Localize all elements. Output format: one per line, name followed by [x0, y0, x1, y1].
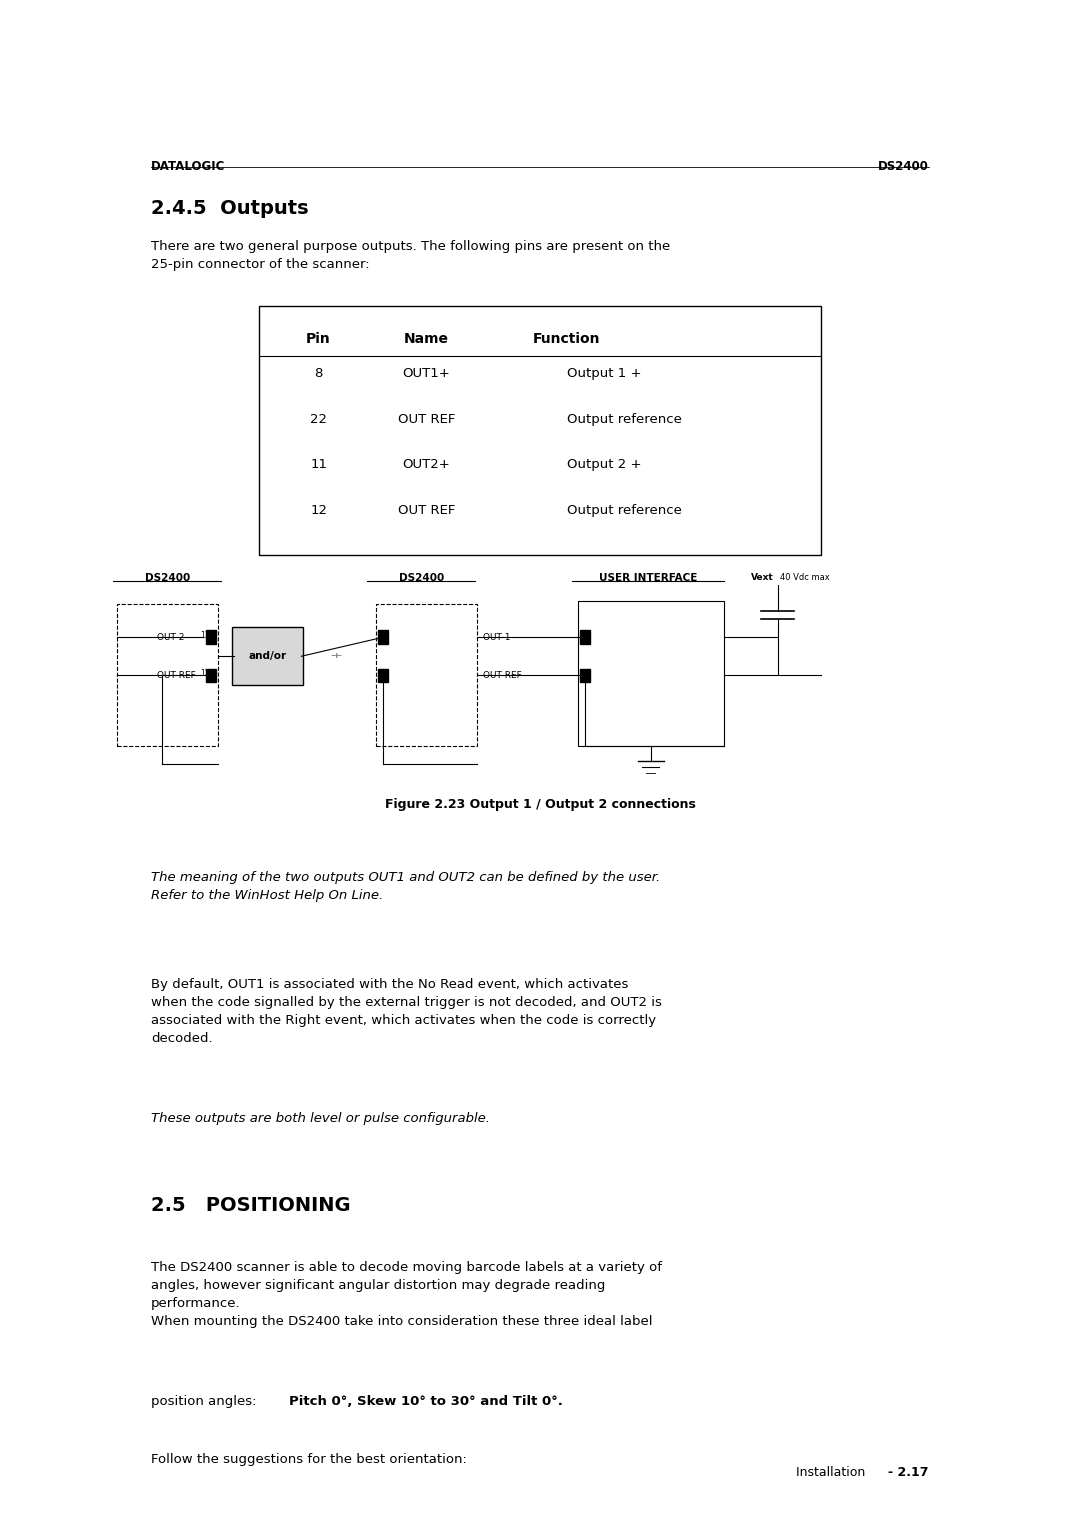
Bar	[206, 669, 216, 683]
Text: Output reference: Output reference	[567, 504, 681, 518]
Text: Output 1 +: Output 1 +	[567, 367, 642, 380]
Text: These outputs are both level or pulse configurable.: These outputs are both level or pulse co…	[151, 1112, 490, 1126]
Text: 12: 12	[310, 504, 327, 518]
Text: DS2400: DS2400	[878, 160, 929, 174]
Text: 2.4.5  Outputs: 2.4.5 Outputs	[151, 199, 309, 217]
Text: OUT REF: OUT REF	[397, 413, 456, 426]
Bar	[578, 601, 724, 746]
Bar	[117, 604, 218, 746]
Text: There are two general purpose outputs. The following pins are present on the
25-: There are two general purpose outputs. T…	[151, 240, 671, 270]
Bar	[378, 631, 388, 645]
Text: OUT REF: OUT REF	[483, 671, 522, 680]
Bar	[206, 631, 216, 645]
Text: 40 Vdc max: 40 Vdc max	[780, 573, 829, 582]
Text: 11: 11	[310, 458, 327, 472]
Text: 22: 22	[378, 669, 387, 678]
Text: OUT 2: OUT 2	[157, 633, 184, 642]
Bar	[376, 604, 477, 746]
Text: DATALOGIC: DATALOGIC	[151, 160, 226, 174]
Text: 8: 8	[380, 631, 384, 640]
Text: OUT1+: OUT1+	[403, 367, 450, 380]
Text: By default, OUT1 is associated with the No Read event, which activates
when the : By default, OUT1 is associated with the …	[151, 978, 662, 1045]
Text: Name: Name	[404, 332, 449, 345]
Text: Vext: Vext	[751, 573, 773, 582]
Text: DS2400: DS2400	[399, 573, 444, 584]
Text: Output 2 +: Output 2 +	[567, 458, 642, 472]
Bar	[580, 669, 590, 683]
Text: OUT2+: OUT2+	[403, 458, 450, 472]
Bar	[580, 631, 590, 645]
Text: 8: 8	[314, 367, 323, 380]
Text: Figure 2.23 Output 1 / Output 2 connections: Figure 2.23 Output 1 / Output 2 connecti…	[384, 798, 696, 811]
Text: Output reference: Output reference	[567, 413, 681, 426]
Text: OUT 1: OUT 1	[483, 633, 510, 642]
Text: OUT REF: OUT REF	[397, 504, 456, 518]
Text: Pin: Pin	[307, 332, 330, 345]
Text: Installation: Installation	[796, 1465, 869, 1479]
Text: 22: 22	[310, 413, 327, 426]
Bar	[259, 306, 821, 555]
Text: 12: 12	[201, 669, 210, 678]
Text: The DS2400 scanner is able to decode moving barcode labels at a variety of
angle: The DS2400 scanner is able to decode mov…	[151, 1261, 662, 1328]
Text: ⊣⊢: ⊣⊢	[330, 654, 343, 659]
Text: DS2400: DS2400	[145, 573, 190, 584]
Text: Follow the suggestions for the best orientation:: Follow the suggestions for the best orie…	[151, 1453, 467, 1467]
Text: position angles:: position angles:	[151, 1395, 261, 1409]
Text: Function: Function	[534, 332, 600, 345]
Text: Pitch 0°, Skew 10° to 30° and Tilt 0°.: Pitch 0°, Skew 10° to 30° and Tilt 0°.	[289, 1395, 564, 1409]
Text: OUT REF: OUT REF	[157, 671, 195, 680]
Text: - 2.17: - 2.17	[888, 1465, 929, 1479]
Text: 2.5   POSITIONING: 2.5 POSITIONING	[151, 1196, 351, 1215]
Bar	[378, 669, 388, 683]
Text: 11: 11	[201, 631, 210, 640]
Text: and/or: and/or	[248, 651, 287, 662]
Text: USER INTERFACE: USER INTERFACE	[598, 573, 698, 584]
Text: The meaning of the two outputs OUT1 and OUT2 can be defined by the user.
Refer t: The meaning of the two outputs OUT1 and …	[151, 871, 661, 902]
FancyBboxPatch shape	[232, 628, 303, 685]
